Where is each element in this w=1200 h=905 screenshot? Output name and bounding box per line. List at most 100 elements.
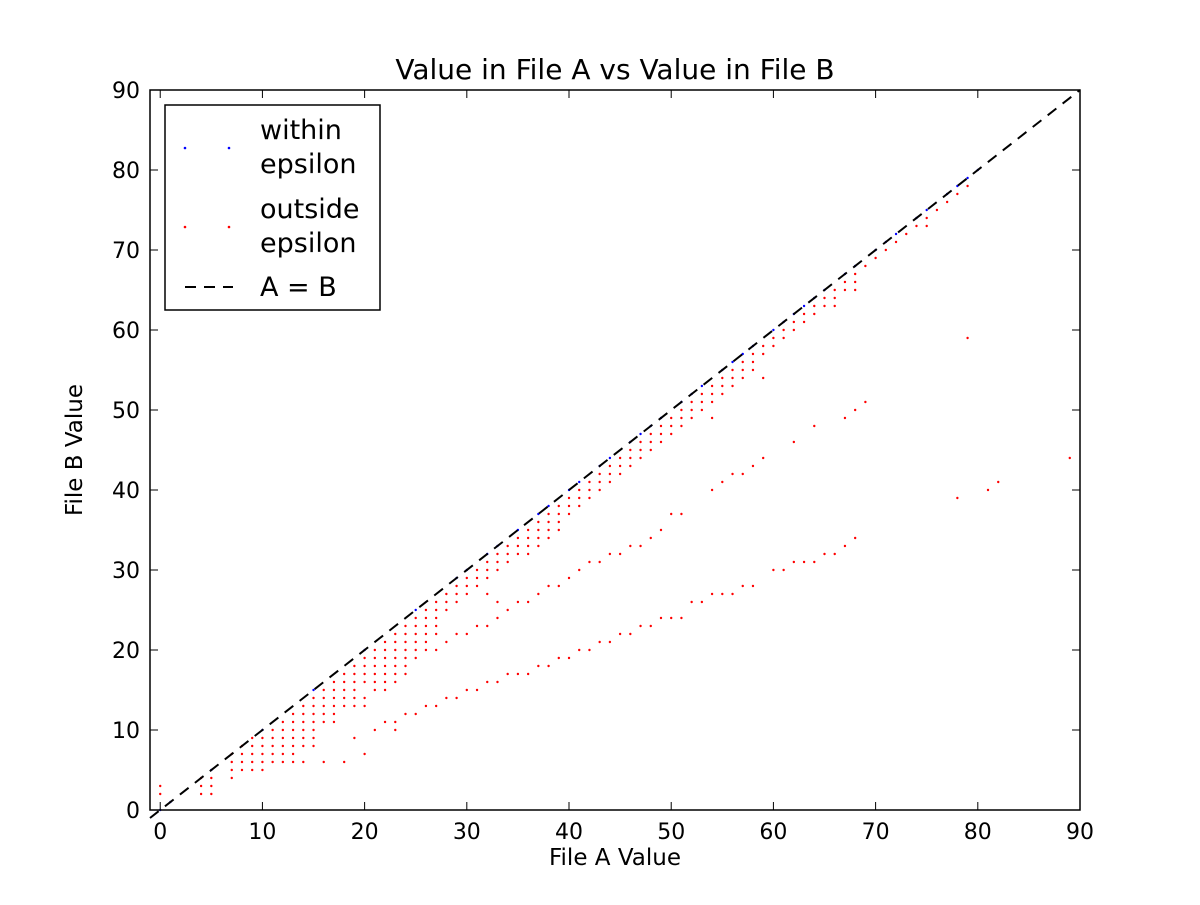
outside-epsilon-point	[312, 696, 315, 700]
outside-epsilon-point	[394, 632, 397, 636]
outside-epsilon-point	[506, 544, 509, 548]
outside-epsilon-point	[761, 344, 765, 348]
outside-epsilon-point	[506, 560, 509, 564]
outside-epsilon-point	[731, 592, 734, 596]
outside-epsilon-point	[496, 600, 499, 604]
outside-epsilon-point	[394, 672, 397, 676]
outside-epsilon-point	[363, 680, 366, 684]
outside-epsilon-point	[731, 368, 734, 372]
outside-epsilon-point	[782, 328, 785, 332]
outside-epsilon-point	[250, 768, 254, 772]
outside-epsilon-point	[772, 344, 775, 348]
outside-epsilon-point	[680, 408, 683, 412]
outside-epsilon-point	[496, 560, 499, 564]
y-tick-label: 10	[112, 719, 140, 744]
outside-epsilon-point	[567, 576, 571, 580]
outside-epsilon-point	[414, 712, 417, 716]
legend-within-label-line2: epsilon	[260, 149, 356, 180]
outside-epsilon-point	[424, 616, 428, 620]
outside-epsilon-point	[404, 672, 407, 676]
outside-epsilon-point	[537, 664, 540, 668]
outside-epsilon-point	[373, 728, 377, 732]
outside-epsilon-point	[281, 728, 285, 732]
outside-epsilon-point	[332, 720, 336, 724]
outside-epsilon-point	[588, 488, 591, 492]
outside-epsilon-point	[312, 704, 315, 708]
x-tick-label: 80	[964, 820, 992, 845]
outside-epsilon-point	[261, 752, 264, 756]
outside-epsilon-point	[741, 472, 744, 476]
outside-epsilon-point	[312, 720, 315, 724]
outside-epsilon-point	[373, 656, 377, 660]
outside-epsilon-point	[956, 192, 959, 196]
outside-epsilon-point	[557, 504, 560, 508]
outside-epsilon-point	[424, 632, 428, 636]
x-axis-ticks: 0 10 20 30 40 50 60 70 80 90	[153, 90, 1094, 845]
outside-epsilon-point	[271, 736, 274, 740]
outside-epsilon-point	[240, 768, 244, 772]
outside-epsilon-point	[966, 184, 969, 188]
outside-epsilon-point	[547, 512, 550, 516]
outside-epsilon-point	[496, 680, 499, 684]
outside-epsilon-point	[363, 664, 366, 668]
outside-epsilon-point	[465, 632, 469, 636]
y-axis-label: File B Value	[62, 384, 88, 516]
outside-epsilon-point	[588, 480, 591, 484]
outside-epsilon-point	[210, 792, 213, 796]
reference-line-layer	[149, 89, 1081, 819]
outside-epsilon-point	[915, 224, 918, 228]
outside-epsilon-point	[925, 224, 928, 228]
outside-epsilon-point	[455, 696, 458, 700]
outside-epsilon-point	[414, 632, 417, 636]
outside-epsilon-point	[424, 624, 428, 628]
y-tick-label: 80	[112, 159, 140, 184]
outside-epsilon-point	[434, 616, 438, 620]
outside-epsilon-point	[445, 592, 448, 596]
y-tick-label: 20	[112, 639, 140, 664]
outside-epsilon-point	[670, 416, 673, 420]
outside-epsilon-point	[853, 280, 857, 284]
outside-epsilon-point	[250, 736, 254, 740]
outside-epsilon-point	[578, 504, 581, 508]
outside-epsilon-point	[465, 584, 469, 588]
outside-epsilon-point	[751, 352, 755, 356]
outside-epsilon-point	[772, 336, 775, 340]
outside-epsilon-point	[813, 304, 816, 308]
outside-epsilon-point	[404, 712, 407, 716]
outside-epsilon-point	[486, 592, 489, 596]
outside-epsilon-point	[291, 760, 295, 764]
x-tick-label: 90	[1066, 820, 1094, 845]
outside-epsilon-point	[537, 544, 540, 548]
outside-epsilon-point	[404, 648, 407, 652]
outside-epsilon-point	[332, 712, 336, 716]
outside-epsilon-point	[322, 712, 325, 716]
outside-epsilon-point	[547, 520, 550, 524]
outside-epsilon-point	[710, 488, 714, 492]
outside-epsilon-point	[802, 560, 806, 564]
outside-epsilon-point	[680, 424, 683, 428]
outside-epsilon-point	[690, 600, 693, 604]
outside-epsilon-point	[537, 536, 540, 540]
outside-epsilon-point	[516, 536, 520, 540]
outside-epsilon-point	[434, 608, 438, 612]
outside-epsilon-point	[598, 488, 601, 492]
outside-epsilon-point	[302, 712, 305, 716]
outside-epsilon-point	[731, 376, 734, 380]
outside-epsilon-point	[210, 784, 213, 788]
outside-epsilon-point	[526, 528, 530, 532]
outside-epsilon-point	[414, 624, 417, 628]
outside-epsilon-point	[997, 480, 1000, 484]
outside-epsilon-point	[629, 632, 632, 636]
within-epsilon-point	[700, 384, 704, 388]
outside-epsilon-point	[465, 688, 469, 692]
outside-epsilon-point	[772, 568, 775, 572]
outside-epsilon-point	[383, 688, 387, 692]
outside-epsilon-point	[353, 696, 356, 700]
y-tick-label: 90	[112, 79, 140, 104]
outside-epsilon-point	[526, 600, 530, 604]
outside-epsilon-point	[751, 360, 755, 364]
outside-epsilon-point	[332, 688, 336, 692]
legend-outside-marker	[183, 225, 187, 229]
outside-epsilon-point	[751, 584, 755, 588]
outside-epsilon-point	[925, 216, 928, 220]
